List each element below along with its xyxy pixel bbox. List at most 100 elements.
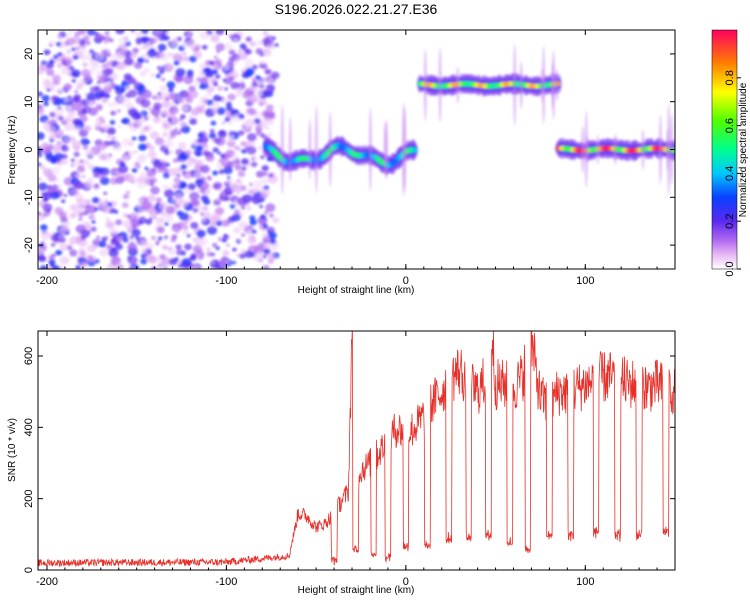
noise-blob xyxy=(202,142,208,147)
noise-blob xyxy=(76,165,86,173)
noise-blob xyxy=(161,212,166,217)
noise-blob xyxy=(122,193,130,200)
noise-blob xyxy=(46,173,57,182)
noise-blob xyxy=(199,164,210,174)
noise-blob xyxy=(176,36,182,42)
noise-blob xyxy=(181,41,190,49)
noise-blob xyxy=(268,78,274,83)
noise-blob xyxy=(183,187,191,194)
colorbar-tick-label: 0.2 xyxy=(724,214,736,229)
noise-blob xyxy=(149,131,160,140)
noise-blob xyxy=(55,249,63,256)
noise-blob xyxy=(233,37,238,42)
noise-blob xyxy=(178,141,187,150)
noise-blob xyxy=(175,68,186,77)
noise-blob xyxy=(265,126,269,130)
noise-blob xyxy=(260,214,266,219)
noise-blob xyxy=(119,36,129,45)
colorbar-ticks: 0.0 0.2 0.4 0.6 0.8 xyxy=(724,70,741,277)
noise-blob xyxy=(78,217,83,221)
tone-streak xyxy=(513,44,517,126)
noise-blob xyxy=(163,123,169,128)
noise-blob xyxy=(115,176,124,185)
noise-blob xyxy=(60,145,69,153)
noise-blob xyxy=(212,147,219,153)
tone-streak xyxy=(438,47,442,123)
noise-blob xyxy=(157,43,167,52)
noise-blob xyxy=(257,216,268,225)
noise-blob xyxy=(38,153,43,158)
noise-blob xyxy=(173,98,178,103)
noise-blob xyxy=(106,53,112,58)
noise-blob xyxy=(239,229,243,233)
noise-blob xyxy=(160,118,167,124)
noise-blob xyxy=(255,130,263,136)
x-tick-label: -200 xyxy=(36,275,58,287)
noise-blob xyxy=(70,163,75,167)
noise-blob xyxy=(94,32,99,36)
noise-blob xyxy=(200,181,210,190)
noise-blob xyxy=(40,224,48,231)
noise-blob xyxy=(80,261,87,266)
noise-blob xyxy=(42,142,48,148)
noise-blob xyxy=(215,246,220,250)
noise-blob xyxy=(260,63,268,70)
noise-blob xyxy=(221,238,227,243)
tone-streak xyxy=(401,102,406,197)
noise-blob xyxy=(127,255,138,265)
noise-blob xyxy=(247,95,258,104)
noise-blob xyxy=(260,177,269,185)
noise-blob xyxy=(259,192,268,200)
noise-blob xyxy=(133,150,138,154)
noise-blob xyxy=(46,88,51,92)
noise-blob xyxy=(183,75,194,85)
noise-blob xyxy=(38,182,48,191)
noise-blob xyxy=(229,76,235,81)
y-tick-label: 0 xyxy=(23,567,35,573)
noise-blob xyxy=(48,254,55,261)
noise-blob xyxy=(198,132,204,138)
noise-blob xyxy=(251,64,258,70)
noise-blob xyxy=(257,78,266,86)
noise-blob xyxy=(147,106,153,112)
noise-blob xyxy=(267,42,276,50)
noise-blob xyxy=(108,153,112,157)
noise-blob xyxy=(48,59,55,65)
noise-blob xyxy=(155,73,161,79)
noise-blob xyxy=(189,191,200,201)
noise-blob xyxy=(174,229,179,234)
noise-blob xyxy=(134,161,140,167)
noise-blob xyxy=(108,227,119,236)
noise-blob xyxy=(83,203,93,212)
noise-blob xyxy=(261,165,269,172)
noise-blob xyxy=(97,151,108,161)
noise-blob xyxy=(107,245,112,250)
noise-blob xyxy=(239,43,247,50)
noise-blob xyxy=(233,209,241,215)
spectrogram-content xyxy=(38,30,675,269)
noise-blob xyxy=(262,224,268,229)
noise-blob xyxy=(233,227,241,234)
noise-blob xyxy=(215,137,226,146)
noise-blob xyxy=(200,216,207,222)
noise-blob xyxy=(196,76,202,81)
noise-blob xyxy=(121,98,132,107)
noise-blob xyxy=(228,56,236,63)
noise-blob xyxy=(170,40,179,48)
noise-blob xyxy=(59,243,69,252)
noise-blob xyxy=(38,91,43,97)
y-tick-label: -20 xyxy=(23,237,35,253)
noise-blob xyxy=(215,74,220,78)
noise-blob xyxy=(39,265,47,269)
tone-streak xyxy=(596,134,600,165)
noise-blob xyxy=(228,130,234,135)
noise-blob xyxy=(105,67,114,75)
noise-blob xyxy=(56,42,62,47)
noise-blob xyxy=(104,82,112,88)
tone-streak xyxy=(555,68,559,102)
noise-blob xyxy=(237,180,243,185)
noise-blob xyxy=(72,102,82,112)
y-tick-label: 200 xyxy=(23,489,35,507)
spectrogram-segment-tone xyxy=(417,44,562,126)
noise-blob xyxy=(164,222,169,226)
